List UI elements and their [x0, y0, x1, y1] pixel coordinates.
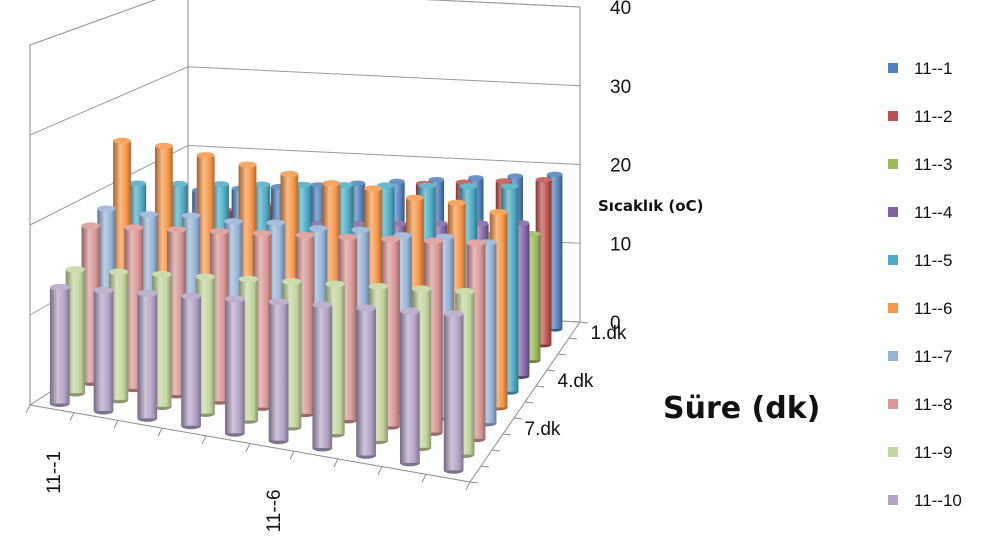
legend-swatch — [888, 63, 898, 73]
legend-swatch — [888, 351, 898, 361]
y-tick-label: 20 — [610, 156, 631, 177]
bar — [93, 286, 114, 415]
legend: 11--1 11--2 11--3 11--4 11--5 11--6 11--7 11--8… — [888, 59, 962, 510]
depth-tick — [513, 417, 523, 420]
bar — [137, 289, 158, 422]
y-tick-label: 40 — [610, 0, 631, 19]
bar — [356, 304, 376, 459]
chart-bars — [49, 137, 563, 474]
gridline — [29, 66, 581, 136]
x-tick — [465, 481, 471, 491]
legend-swatch — [888, 447, 898, 457]
legend-swatch — [888, 399, 898, 409]
x-tick-label: 11--6 — [264, 489, 285, 532]
legend-label: 11--8 — [914, 395, 952, 414]
y-tick-label: 30 — [610, 77, 631, 98]
legend-label: 11--7 — [914, 347, 952, 366]
gridline — [29, 144, 581, 226]
legend-label: 11--10 — [914, 491, 962, 510]
legend-label: 11--9 — [914, 443, 952, 462]
x-tick — [377, 466, 383, 475]
bar — [443, 310, 464, 474]
x-tick — [421, 474, 427, 483]
depth-tick-label: 1.dk — [591, 323, 627, 344]
x-tick — [113, 420, 119, 429]
chart-axes: 0 10 20 30 40 11--1 11--6 1.dk 4.dk 7.dk — [25, 0, 631, 532]
y-axis-title: Sıcaklık (oC) — [598, 197, 703, 215]
legend-swatch — [888, 111, 898, 121]
x-tick — [157, 427, 163, 437]
legend-label: 11--4 — [914, 203, 952, 222]
depth-tick-label: 7.dk — [525, 419, 561, 440]
x-tick — [289, 450, 295, 460]
depth-tick — [535, 385, 545, 388]
depth-tick — [579, 321, 589, 324]
depth-axis-title: Süre (dk) — [663, 391, 820, 426]
x-tick — [25, 404, 31, 414]
y-tick-label: 0 — [610, 313, 621, 334]
x-tick — [333, 458, 339, 468]
bar — [268, 298, 289, 445]
bar — [49, 283, 70, 408]
legend-label: 11--2 — [914, 107, 952, 126]
x-tick — [69, 412, 75, 421]
legend-label: 11--5 — [914, 251, 952, 270]
bar — [108, 268, 129, 404]
y-tick-label: 10 — [610, 234, 631, 255]
x-tick — [245, 443, 251, 452]
bar — [181, 292, 201, 430]
legend-label: 11--6 — [914, 299, 952, 318]
bar — [224, 295, 245, 437]
x-tick-label: 11--1 — [44, 451, 65, 494]
depth-tick — [557, 353, 567, 356]
depth-tick — [491, 449, 501, 452]
depth-tick — [480, 465, 490, 468]
bar — [312, 301, 333, 452]
bar — [65, 266, 85, 397]
depth-tick — [546, 369, 556, 372]
gridline — [29, 0, 581, 46]
legend-label: 11--1 — [914, 59, 952, 78]
legend-swatch — [888, 495, 898, 505]
depth-tick-label: 4.dk — [558, 371, 594, 392]
depth-tick — [568, 337, 578, 340]
x-tick — [201, 435, 207, 445]
legend-swatch — [888, 207, 898, 217]
bar — [399, 307, 420, 467]
depth-tick — [469, 481, 479, 484]
legend-swatch — [888, 255, 898, 265]
legend-label: 11--3 — [914, 155, 952, 174]
legend-swatch — [888, 159, 898, 169]
legend-swatch — [888, 303, 898, 313]
depth-tick — [524, 401, 534, 404]
depth-tick — [502, 433, 512, 436]
